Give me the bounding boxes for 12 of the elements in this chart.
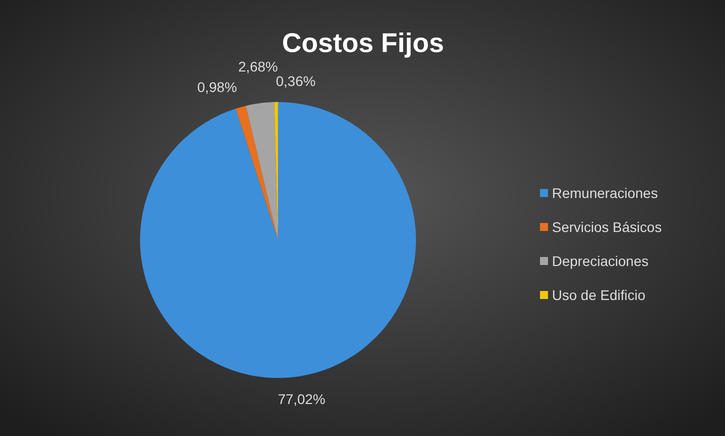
pie-slice [246, 102, 278, 240]
legend-label: Uso de Edificio [552, 287, 646, 303]
pie-slice [140, 102, 416, 378]
data-label: 0,98% [197, 78, 237, 95]
data-label: 0,36% [276, 73, 316, 90]
data-label: 2,68% [238, 58, 278, 75]
data-label: 77,02% [278, 390, 326, 407]
legend-label: Servicios Básicos [552, 219, 662, 235]
chart-title: Costos Fijos [282, 28, 444, 58]
legend-label: Depreciaciones [552, 253, 648, 269]
pie-slice [236, 106, 278, 240]
legend-label: Remuneraciones [552, 185, 658, 201]
